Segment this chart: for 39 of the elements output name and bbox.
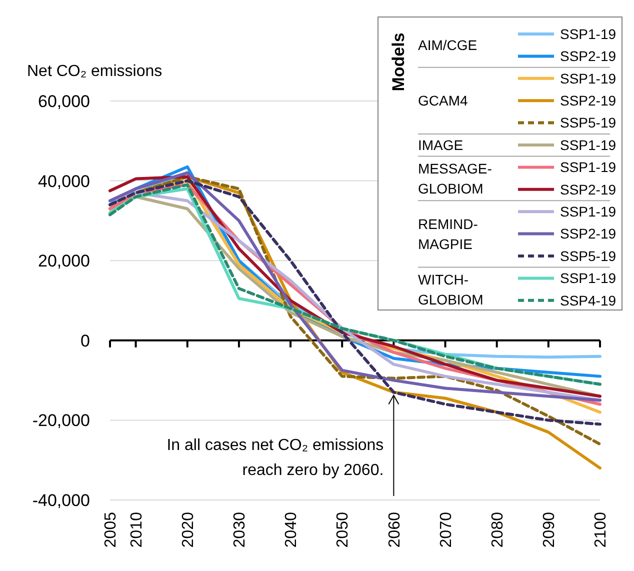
y-tick-label: 40,000 (38, 172, 90, 191)
annotation: MESSAGE-GLOBIOM (418, 160, 492, 196)
y-tick-label: 0 (80, 331, 90, 350)
legend-label: SSP1-19 (560, 136, 616, 153)
legend-label: SSP1-19 (560, 70, 616, 86)
legend-label: SSP5-19 (560, 248, 616, 264)
x-tick-label: 2010 (128, 512, 146, 548)
x-tick-label: 2080 (489, 512, 506, 548)
legend-label: SSP2-19 (560, 48, 616, 64)
y-tick-label: 60,000 (38, 92, 90, 111)
legend-label: SSP1-19 (560, 26, 616, 42)
x-tick-label: 2060 (386, 512, 404, 548)
y-tick-label: -20,000 (32, 411, 90, 430)
y-tick-label: 20,000 (38, 252, 90, 271)
x-tick-label: 2100 (592, 512, 610, 548)
annotation: IMAGE (418, 137, 464, 153)
y-axis-title: Net CO₂ emissions (27, 63, 162, 80)
x-tick-label: 2005 (102, 512, 120, 548)
text: AIM/CGE (418, 37, 478, 54)
legend-label: SSP4-19 (560, 292, 616, 308)
legend-label: SSP2-19 (560, 226, 616, 242)
x-tick-label: 2020 (180, 512, 197, 548)
x-tick-label: 2040 (283, 512, 300, 548)
legend-label: SSP1-19 (560, 159, 616, 176)
x-tick-label: 2030 (232, 512, 249, 548)
annotation: WITCH-GLOBIOM (418, 271, 484, 308)
annotation: REMIND-MAGPIE (418, 216, 478, 252)
annotation: GCAM4 (418, 92, 468, 109)
legend-label: SSP2-19 (560, 92, 616, 108)
legend-label: SSP5-19 (560, 114, 616, 131)
legend-label: SSP1-19 (560, 204, 616, 220)
annotation: In all cases net CO₂ emissions reach zero by 2060. (166, 437, 384, 479)
legend-title: Models (389, 32, 408, 92)
x-tick-label: 2050 (334, 512, 352, 548)
legend-label: SSP2-19 (560, 181, 616, 198)
legend-label: SSP1-19 (560, 270, 616, 286)
x-tick-label: 2090 (541, 512, 558, 548)
y-tick-label: -40,000 (32, 490, 90, 510)
x-tick-label: 2070 (438, 512, 455, 548)
